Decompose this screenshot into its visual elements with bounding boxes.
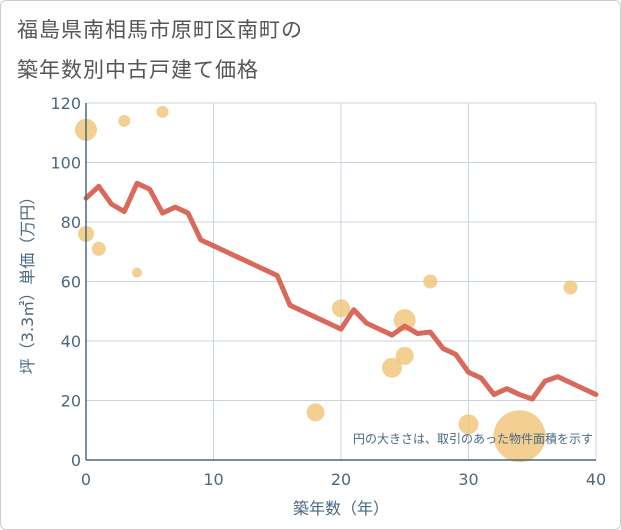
x-tick-label: 0 xyxy=(81,470,91,489)
y-tick-label: 40 xyxy=(61,332,81,351)
chart-title-line-2: 築年数別中古戸建て価格 xyxy=(17,58,259,82)
x-tick-label: 20 xyxy=(331,470,351,489)
bubble-series xyxy=(75,105,578,463)
bubble-point xyxy=(306,403,325,422)
x-tick-label: 40 xyxy=(586,470,606,489)
y-tick-label: 60 xyxy=(61,273,81,292)
y-axis-label: 坪（3.3㎡）単価（万円） xyxy=(18,189,37,374)
x-tick-label: 30 xyxy=(458,470,478,489)
y-tick-label: 0 xyxy=(71,451,81,470)
bubble-point xyxy=(423,274,438,289)
y-tick-label: 100 xyxy=(50,154,81,173)
bubble-point xyxy=(382,357,402,378)
bubble-point xyxy=(332,299,350,318)
axes xyxy=(85,103,596,461)
bubble-point xyxy=(156,105,169,118)
bubble-point xyxy=(132,267,142,278)
bubble-point xyxy=(458,414,479,435)
y-tick-label: 120 xyxy=(50,94,81,113)
x-axis-label: 築年数（年） xyxy=(293,499,389,518)
average-price-line xyxy=(83,180,599,402)
tick-labels: 0 20 40 60 80 100 120 0 10 20 30 40 xyxy=(50,94,606,489)
y-tick-label: 20 xyxy=(61,392,81,411)
bubble-point xyxy=(395,346,414,365)
bubble-point xyxy=(493,410,546,463)
chart-title-line-1: 福島県南相馬市原町区南町の xyxy=(17,18,303,42)
y-tick-label: 80 xyxy=(61,213,81,232)
bubble-point xyxy=(393,309,416,332)
bubble-point xyxy=(563,280,578,295)
bubble-size-note: 円の大きさは、取引のあった物件面積を示す xyxy=(353,431,593,446)
x-tick-label: 10 xyxy=(203,470,223,489)
bubble-point xyxy=(91,241,106,256)
bubble-point xyxy=(118,114,131,127)
